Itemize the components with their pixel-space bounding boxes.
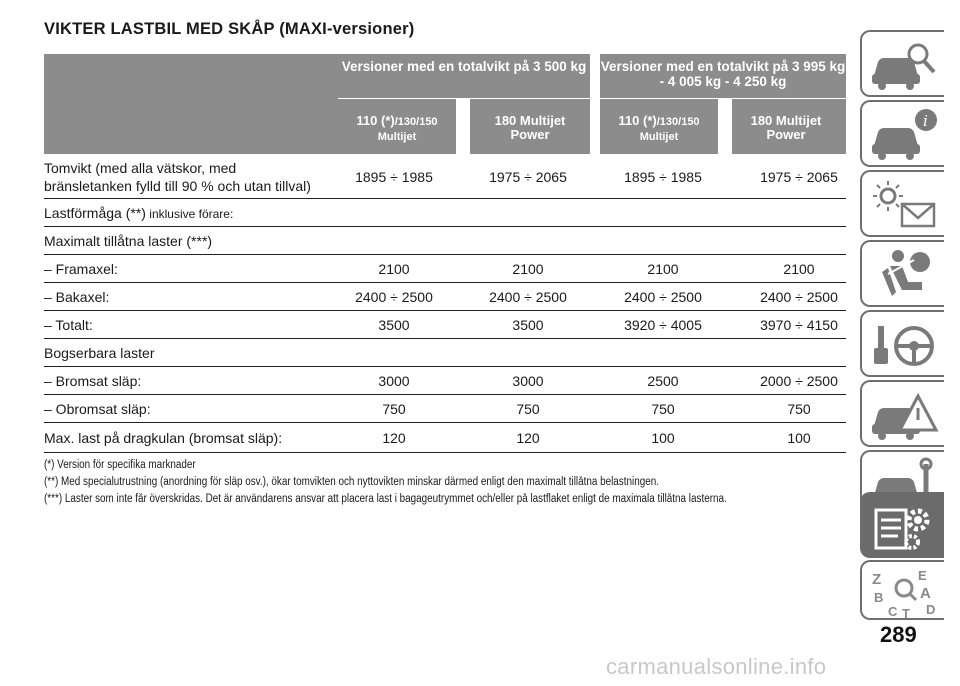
svg-text:B: B (874, 590, 883, 605)
car-search-icon (872, 43, 936, 90)
row-label: – Bromsat släp: (44, 373, 142, 389)
svg-text:C: C (888, 604, 898, 619)
cell-value: 100 (651, 430, 675, 446)
row-label: Maximalt tillåtna laster (***) (44, 233, 213, 249)
cell-value: 1895 ÷ 1985 (355, 169, 433, 185)
cell-value: 2400 ÷ 2500 (760, 289, 838, 305)
cell-value: 3000 (378, 373, 410, 389)
cell-value: 3000 (512, 373, 544, 389)
cell-value: 3500 (512, 317, 544, 333)
tab-car-info[interactable]: i (860, 100, 944, 167)
table-row: Max. last på dragkulan (bromsat släp): 1… (44, 422, 846, 453)
car-info-icon: i (872, 109, 937, 160)
row-label-note: inklusive förare: (145, 207, 234, 221)
cell-value: 2100 (512, 261, 544, 277)
footnote: (*) Version för specifika marknader (44, 459, 196, 471)
cell-value: 2400 ÷ 2500 (489, 289, 567, 305)
header-180-multijet-power-a: 180 Multijet Power (494, 113, 566, 142)
row-label: Max. last på dragkulan (bromsat släp): (44, 430, 283, 446)
tab-warning-lights[interactable] (860, 170, 944, 237)
row-label: – Obromsat släp: (44, 401, 151, 417)
svg-text:i: i (923, 112, 928, 130)
cell-value: 2100 (647, 261, 679, 277)
tab-car-search[interactable] (860, 30, 944, 97)
steering-wheel-icon (874, 326, 934, 366)
table-row: – Obromsat släp: 750 750 750 750 (44, 394, 846, 423)
page-number: 289 (880, 622, 917, 647)
cell-value: 2500 (647, 373, 679, 389)
svg-text:Z: Z (872, 571, 881, 588)
header-110-multijet-b: 110 (*)/130/150 Multijet (618, 113, 700, 144)
cell-value: 750 (516, 401, 540, 417)
svg-text:E: E (918, 568, 927, 583)
cell-value: 750 (651, 401, 675, 417)
header-group-3995-4250: Versioner med en totalvikt på 3 995 kg -… (600, 59, 846, 89)
row-label: bränsletanken fylld till 90 % och utan t… (44, 178, 311, 194)
cell-value: 3920 ÷ 4005 (624, 317, 702, 333)
header-110-multijet-a: 110 (*)/130/150 Multijet (356, 113, 438, 144)
table-row: – Bakaxel: 2400 ÷ 2500 2400 ÷ 2500 2400 … (44, 282, 846, 311)
cell-value: 2400 ÷ 2500 (355, 289, 433, 305)
row-label: – Totalt: (44, 317, 93, 333)
warning-light-envelope-icon (873, 181, 936, 228)
header-180-multijet-power-b: 180 Multijet Power (750, 113, 822, 142)
footnotes: (*) Version för specifika marknader (**)… (44, 458, 844, 509)
specs-list-gear-icon (874, 508, 930, 550)
cell-value: 3970 ÷ 4150 (760, 317, 838, 333)
table-row: – Framaxel: 2100 2100 2100 2100 (44, 254, 846, 283)
footnote: (**) Med specialutrustning (anordning fö… (44, 476, 659, 488)
seated-person-airbag-icon (882, 250, 930, 296)
cell-value: 2000 ÷ 2500 (760, 373, 838, 389)
row-label: – Framaxel: (44, 261, 118, 277)
table-row: – Bromsat släp: 3000 3000 2500 2000 ÷ 25… (44, 366, 846, 395)
tab-technical-data[interactable] (860, 492, 944, 558)
cell-value: 2400 ÷ 2500 (624, 289, 702, 305)
header-divider (590, 54, 600, 154)
table-row: Bogserbara laster (44, 338, 846, 367)
cell-value: 2100 (378, 261, 410, 277)
cell-value: 1975 ÷ 2065 (760, 169, 838, 185)
svg-text:D: D (926, 602, 935, 617)
page-title: VIKTER LASTBIL MED SKÅP (MAXI-versioner) (44, 20, 415, 38)
tab-index[interactable]: Z E A B D C T (860, 560, 944, 620)
table-row: Maximalt tillåtna laster (***) (44, 226, 846, 255)
table-row: – Totalt: 3500 3500 3920 ÷ 4005 3970 ÷ 4… (44, 310, 846, 339)
cell-value: 2100 (783, 261, 815, 277)
row-label: – Bakaxel: (44, 289, 110, 305)
row-label: Tomvikt (med alla vätskor, med (44, 160, 237, 176)
tab-safety[interactable] (860, 240, 944, 307)
footnote: (***) Laster som inte får överskridas. D… (44, 493, 727, 505)
cell-value: 100 (787, 430, 811, 446)
row-label: Lastförmåga (**) (44, 205, 146, 221)
tab-driving[interactable] (860, 310, 944, 377)
table-row: Tomvikt (med alla vätskor, med bränsletan… (44, 154, 846, 199)
car-warning-triangle-icon (872, 392, 939, 440)
cell-value: 120 (382, 430, 406, 446)
alphabet-index-icon: Z E A B D C T (872, 568, 935, 620)
watermark: carmanualsonline.info (606, 654, 827, 679)
svg-text:A: A (920, 585, 931, 602)
table-row: Lastförmåga (**) inklusive förare: (44, 198, 846, 227)
cell-value: 1895 ÷ 1985 (624, 169, 702, 185)
cell-value: 750 (787, 401, 811, 417)
header-group-3500: Versioner med en totalvikt på 3 500 kg (338, 59, 590, 74)
svg-text:T: T (902, 606, 910, 620)
header-divider (718, 99, 732, 154)
cell-value: 120 (516, 430, 540, 446)
cell-value: 3500 (378, 317, 410, 333)
row-label: Bogserbara laster (44, 345, 155, 361)
cell-value: 1975 ÷ 2065 (489, 169, 567, 185)
cell-value: 750 (382, 401, 406, 417)
tab-emergency[interactable] (860, 380, 944, 447)
header-divider (456, 99, 470, 154)
